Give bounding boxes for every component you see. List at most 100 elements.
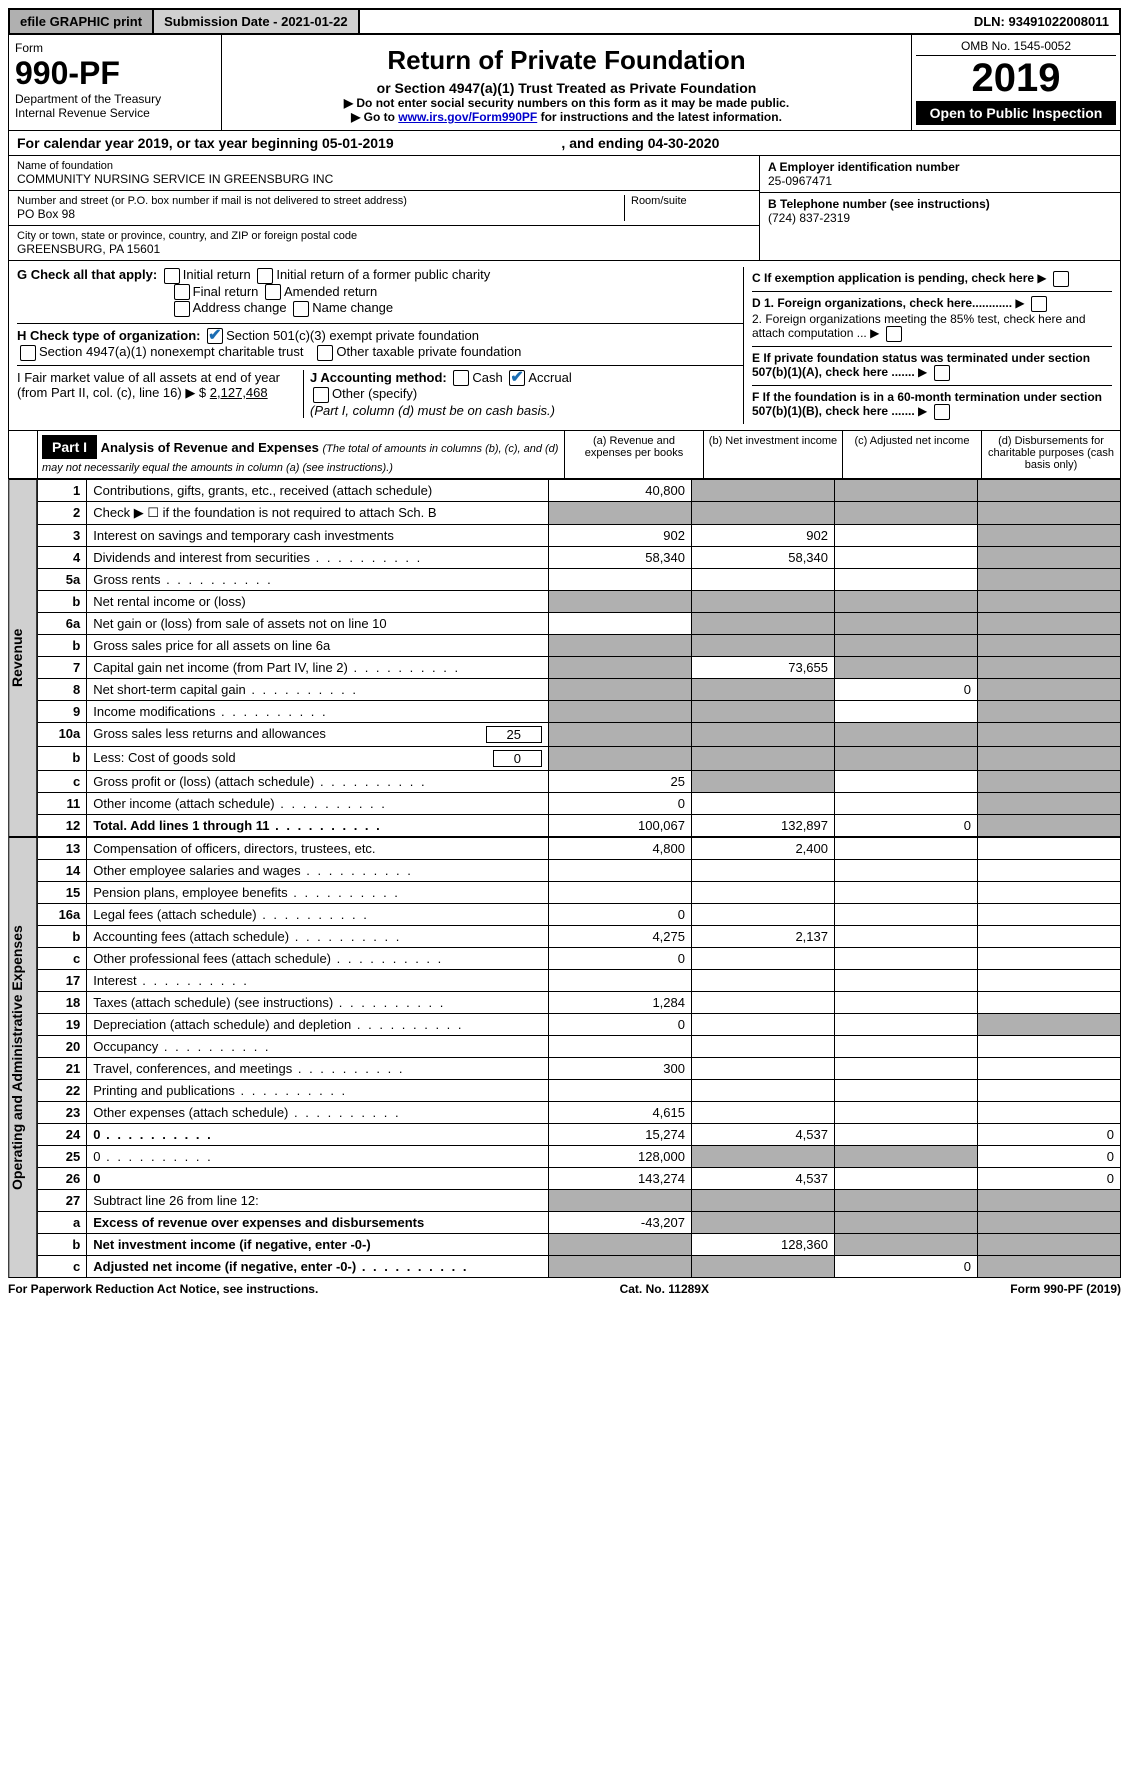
col-a-head: (a) Revenue and expenses per books: [564, 431, 703, 478]
table-row: bLess: Cost of goods sold 0: [38, 747, 1121, 771]
amended-return-checkbox[interactable]: [265, 284, 281, 300]
note-2: ▶ Go to www.irs.gov/Form990PF for instru…: [228, 110, 905, 124]
initial-former-checkbox[interactable]: [257, 268, 273, 284]
city-cell: City or town, state or province, country…: [9, 226, 759, 260]
h-label: H Check type of organization:: [17, 328, 200, 343]
d2-checkbox[interactable]: [886, 326, 902, 342]
revenue-table: 1Contributions, gifts, grants, etc., rec…: [37, 479, 1121, 837]
g-o6: Name change: [312, 300, 393, 315]
form-subtitle: or Section 4947(a)(1) Trust Treated as P…: [228, 80, 905, 96]
g-o1: Initial return: [183, 267, 251, 282]
col-c-head: (c) Adjusted net income: [842, 431, 981, 478]
table-row: 12Total. Add lines 1 through 11100,06713…: [38, 815, 1121, 837]
part1-header-row: Part I Analysis of Revenue and Expenses …: [8, 431, 1121, 479]
part1-title: Analysis of Revenue and Expenses: [101, 440, 319, 455]
g-o5: Address change: [193, 300, 287, 315]
other-method-checkbox[interactable]: [313, 387, 329, 403]
other-taxable-checkbox[interactable]: [317, 345, 333, 361]
h-o1: Section 501(c)(3) exempt private foundat…: [226, 328, 479, 343]
501c3-checkbox[interactable]: [207, 328, 223, 344]
table-row: bGross sales price for all assets on lin…: [38, 635, 1121, 657]
note2-pre: ▶ Go to: [351, 110, 398, 124]
cash-checkbox[interactable]: [453, 370, 469, 386]
4947-checkbox[interactable]: [20, 345, 36, 361]
city-label: City or town, state or province, country…: [17, 230, 751, 242]
cal-pre: For calendar year 2019, or tax year begi…: [17, 135, 322, 151]
gh-right: C If exemption application is pending, c…: [744, 267, 1112, 424]
name-label: Name of foundation: [17, 160, 751, 172]
part1-label: Part I: [42, 435, 97, 459]
topbar: efile GRAPHIC print Submission Date - 20…: [8, 8, 1121, 35]
d2-label: 2. Foreign organizations meeting the 85%…: [752, 312, 1086, 340]
ein-label: A Employer identification number: [768, 160, 1112, 174]
ein-cell: A Employer identification number 25-0967…: [760, 156, 1120, 193]
irs-label: Internal Revenue Service: [15, 106, 215, 120]
f-checkbox[interactable]: [934, 404, 950, 420]
g-o2: Initial return of a former public charit…: [276, 267, 490, 282]
f-row: F If the foundation is in a 60-month ter…: [752, 386, 1112, 424]
foundation-name-cell: Name of foundation COMMUNITY NURSING SER…: [9, 156, 759, 191]
table-row: 22Printing and publications: [38, 1080, 1121, 1102]
final-return-checkbox[interactable]: [174, 284, 190, 300]
omb-number: OMB No. 1545-0052: [916, 39, 1116, 56]
info-left: Name of foundation COMMUNITY NURSING SER…: [9, 156, 760, 260]
table-row: 24015,2744,5370: [38, 1124, 1121, 1146]
c-checkbox[interactable]: [1053, 271, 1069, 287]
e-checkbox[interactable]: [934, 365, 950, 381]
d1-checkbox[interactable]: [1031, 296, 1047, 312]
phone-label: B Telephone number (see instructions): [768, 197, 1112, 211]
part1-title-cell: Part I Analysis of Revenue and Expenses …: [38, 431, 564, 478]
cal-mid: , and ending: [561, 135, 647, 151]
d-row: D 1. Foreign organizations, check here..…: [752, 292, 1112, 347]
j-label: J Accounting method:: [310, 370, 447, 385]
form-label: Form: [15, 41, 215, 55]
ij-row: I Fair market value of all assets at end…: [17, 365, 743, 418]
phone: (724) 837-2319: [768, 211, 1112, 225]
header-right: OMB No. 1545-0052 2019 Open to Public In…: [912, 35, 1120, 130]
table-row: 5aGross rents: [38, 569, 1121, 591]
table-row: bNet investment income (if negative, ent…: [38, 1234, 1121, 1256]
form-ref: Form 990-PF (2019): [1010, 1282, 1121, 1296]
expenses-table: 13Compensation of officers, directors, t…: [37, 837, 1121, 1278]
h-o2: Section 4947(a)(1) nonexempt charitable …: [39, 344, 303, 359]
table-row: 9Income modifications: [38, 701, 1121, 723]
table-row: 20Occupancy: [38, 1036, 1121, 1058]
header-center: Return of Private Foundation or Section …: [222, 35, 912, 130]
j-o2: Accrual: [528, 370, 571, 385]
f-label: F If the foundation is in a 60-month ter…: [752, 390, 1102, 418]
open-inspection: Open to Public Inspection: [916, 101, 1116, 125]
table-row: 15Pension plans, employee benefits: [38, 882, 1121, 904]
table-row: 17Interest: [38, 970, 1121, 992]
form-number: 990-PF: [15, 55, 215, 92]
table-row: 3Interest on savings and temporary cash …: [38, 525, 1121, 547]
table-row: 10aGross sales less returns and allowanc…: [38, 723, 1121, 747]
table-row: 250128,0000: [38, 1146, 1121, 1168]
table-row: 27Subtract line 26 from line 12:: [38, 1190, 1121, 1212]
table-row: bAccounting fees (attach schedule)4,2752…: [38, 926, 1121, 948]
address-change-checkbox[interactable]: [174, 301, 190, 317]
calendar-year-row: For calendar year 2019, or tax year begi…: [8, 131, 1121, 156]
accrual-checkbox[interactable]: [509, 370, 525, 386]
c-label: C If exemption application is pending, c…: [752, 271, 1034, 285]
note2-post: for instructions and the latest informat…: [541, 110, 782, 124]
table-row: cGross profit or (loss) (attach schedule…: [38, 771, 1121, 793]
instructions-link[interactable]: www.irs.gov/Form990PF: [398, 110, 537, 124]
j-note: (Part I, column (d) must be on cash basi…: [310, 403, 555, 418]
paperwork-notice: For Paperwork Reduction Act Notice, see …: [8, 1282, 318, 1296]
section-g-through-f: G Check all that apply: Initial return I…: [8, 261, 1121, 431]
table-row: 8Net short-term capital gain0: [38, 679, 1121, 701]
g-o3: Final return: [193, 284, 259, 299]
table-row: 13Compensation of officers, directors, t…: [38, 838, 1121, 860]
table-row: cAdjusted net income (if negative, enter…: [38, 1256, 1121, 1278]
gh-left: G Check all that apply: Initial return I…: [17, 267, 744, 424]
header-left: Form 990-PF Department of the Treasury I…: [9, 35, 222, 130]
info-right: A Employer identification number 25-0967…: [760, 156, 1120, 260]
table-row: 19Depreciation (attach schedule) and dep…: [38, 1014, 1121, 1036]
h-o3: Other taxable private foundation: [336, 344, 521, 359]
name-change-checkbox[interactable]: [293, 301, 309, 317]
initial-return-checkbox[interactable]: [164, 268, 180, 284]
form-title: Return of Private Foundation: [228, 45, 905, 76]
table-row: 14Other employee salaries and wages: [38, 860, 1121, 882]
j-o1: Cash: [472, 370, 502, 385]
j-cell: J Accounting method: Cash Accrual Other …: [304, 370, 743, 418]
